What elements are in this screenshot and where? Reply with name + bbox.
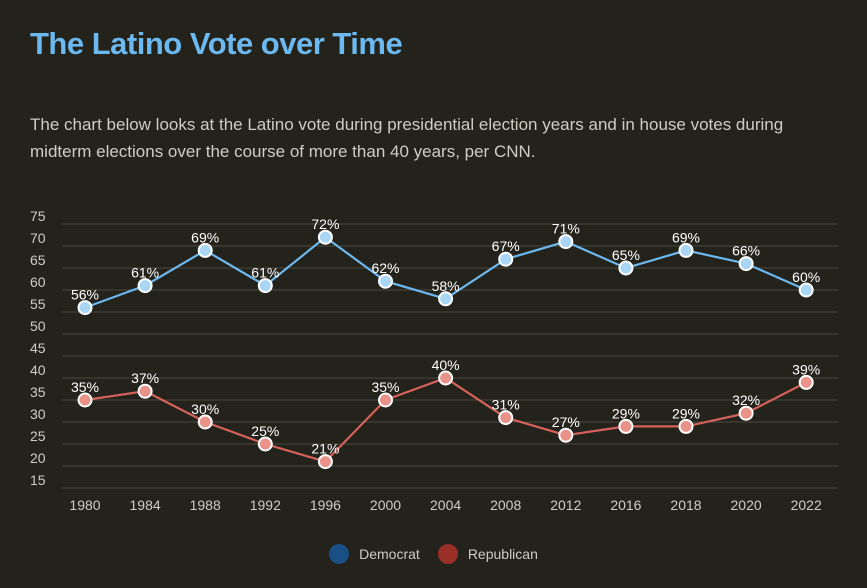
data-label-republican: 25% bbox=[251, 423, 279, 439]
data-label-democrat: 66% bbox=[732, 243, 760, 259]
x-tick-label: 2004 bbox=[430, 497, 461, 513]
grid-lines bbox=[62, 223, 838, 489]
x-tick-label: 1984 bbox=[130, 497, 161, 513]
data-point-republican[interactable] bbox=[317, 454, 333, 470]
data-label-democrat: 67% bbox=[492, 238, 520, 254]
y-tick-label: 20 bbox=[30, 450, 46, 466]
data-label-democrat: 61% bbox=[251, 265, 279, 281]
data-label-democrat: 60% bbox=[792, 269, 820, 285]
x-axis-ticks: 1980 1984 1988 1992 1996 2000 2004 2008 2012 2016… bbox=[69, 497, 822, 513]
x-tick-label: 1996 bbox=[310, 497, 341, 513]
y-tick-label: 75 bbox=[30, 208, 46, 224]
x-tick-label: 2016 bbox=[610, 497, 641, 513]
series-lines bbox=[84, 235, 807, 463]
y-tick-label: 60 bbox=[30, 274, 46, 290]
data-label-democrat: 72% bbox=[311, 216, 339, 232]
x-tick-label: 2012 bbox=[550, 497, 581, 513]
data-point-democrat[interactable] bbox=[798, 282, 814, 298]
series-points bbox=[77, 229, 814, 470]
data-label-democrat: 56% bbox=[71, 287, 99, 303]
legend-swatch-democrat bbox=[329, 544, 350, 564]
data-label-democrat: 65% bbox=[612, 247, 640, 263]
data-label-republican: 27% bbox=[552, 414, 580, 430]
y-tick-label: 30 bbox=[30, 406, 46, 422]
data-label-democrat: 58% bbox=[432, 278, 460, 294]
y-tick-label: 25 bbox=[30, 428, 46, 444]
data-point-republican[interactable] bbox=[257, 436, 273, 452]
x-tick-label: 2000 bbox=[370, 497, 401, 513]
x-tick-label: 2022 bbox=[791, 497, 822, 513]
data-point-republican[interactable] bbox=[197, 414, 213, 430]
legend: Democrat Republican bbox=[0, 544, 867, 564]
data-label-republican: 35% bbox=[71, 379, 99, 395]
x-tick-label: 2020 bbox=[731, 497, 762, 513]
legend-item-democrat[interactable]: Democrat bbox=[329, 544, 420, 564]
page-description: The chart below looks at the Latino vote… bbox=[30, 115, 784, 161]
data-label-democrat: 69% bbox=[672, 229, 700, 245]
data-point-republican[interactable] bbox=[738, 405, 754, 421]
data-label-republican: 29% bbox=[612, 405, 640, 421]
data-point-democrat[interactable] bbox=[618, 260, 634, 276]
data-label-republican: 39% bbox=[792, 361, 820, 377]
y-tick-label: 70 bbox=[30, 230, 46, 246]
data-label-republican: 32% bbox=[732, 392, 760, 408]
legend-label-democrat: Democrat bbox=[359, 546, 420, 562]
y-axis-ticks: 15 20 25 30 35 40 45 50 55 60 65 70 75 bbox=[30, 208, 46, 488]
data-point-democrat[interactable] bbox=[317, 229, 333, 245]
x-tick-label: 1988 bbox=[190, 497, 221, 513]
data-label-democrat: 71% bbox=[552, 221, 580, 237]
y-tick-label: 65 bbox=[30, 252, 46, 268]
data-point-democrat[interactable] bbox=[738, 256, 754, 272]
data-point-republican[interactable] bbox=[378, 392, 393, 408]
data-label-democrat: 69% bbox=[191, 229, 219, 245]
y-tick-label: 35 bbox=[30, 384, 46, 400]
data-point-republican[interactable] bbox=[137, 383, 153, 399]
page-title: The Latino Vote over Time bbox=[30, 26, 403, 61]
legend-label-republican: Republican bbox=[467, 546, 538, 562]
y-tick-label: 55 bbox=[30, 296, 46, 312]
data-point-republican[interactable] bbox=[438, 370, 454, 386]
x-tick-label: 1992 bbox=[250, 497, 281, 513]
y-tick-label: 40 bbox=[30, 362, 46, 378]
data-label-democrat: 62% bbox=[371, 260, 399, 276]
data-label-republican: 35% bbox=[371, 379, 399, 395]
x-tick-label: 1980 bbox=[69, 497, 100, 513]
y-tick-label: 15 bbox=[30, 472, 46, 488]
x-tick-label: 2008 bbox=[490, 497, 521, 513]
data-point-republican[interactable] bbox=[77, 392, 93, 408]
legend-swatch-republican bbox=[437, 544, 458, 564]
data-label-republican: 21% bbox=[311, 441, 339, 457]
data-point-republican[interactable] bbox=[498, 410, 514, 426]
x-tick-label: 2018 bbox=[670, 497, 701, 513]
legend-item-republican[interactable]: Republican bbox=[437, 544, 538, 564]
data-point-republican[interactable] bbox=[618, 418, 634, 434]
data-label-republican: 37% bbox=[131, 370, 159, 386]
y-tick-label: 45 bbox=[30, 340, 46, 356]
data-point-democrat[interactable] bbox=[257, 278, 273, 294]
data-point-democrat[interactable] bbox=[137, 278, 153, 294]
data-label-republican: 29% bbox=[672, 405, 700, 421]
data-label-republican: 31% bbox=[492, 397, 520, 413]
data-point-democrat[interactable] bbox=[197, 242, 213, 258]
data-label-republican: 40% bbox=[432, 357, 460, 373]
y-tick-label: 50 bbox=[30, 318, 46, 334]
data-point-republican[interactable] bbox=[798, 374, 814, 390]
data-point-republican[interactable] bbox=[678, 418, 694, 434]
data-point-democrat[interactable] bbox=[558, 234, 574, 250]
data-labels: 56% 61% 69% 61% 72% 62% 58% 67% 71% 65% 69% 66% 60% 3… bbox=[71, 216, 820, 456]
data-label-republican: 30% bbox=[191, 401, 219, 417]
data-point-democrat[interactable] bbox=[77, 300, 93, 316]
data-point-republican[interactable] bbox=[558, 427, 574, 443]
data-point-democrat[interactable] bbox=[438, 291, 454, 307]
data-point-democrat[interactable] bbox=[498, 251, 514, 267]
data-point-democrat[interactable] bbox=[678, 242, 694, 258]
data-label-democrat: 61% bbox=[131, 265, 159, 281]
data-point-democrat[interactable] bbox=[378, 273, 393, 289]
